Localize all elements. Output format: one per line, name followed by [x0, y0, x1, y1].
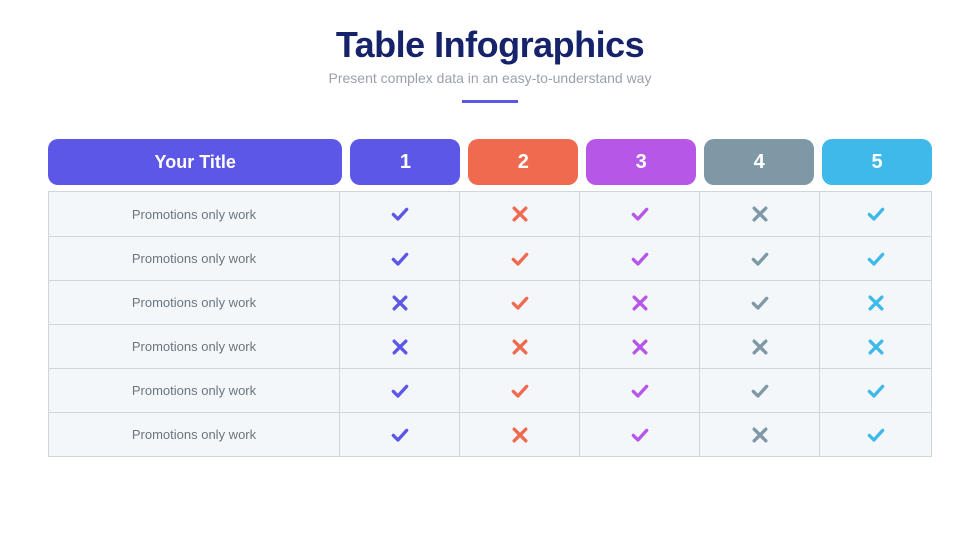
check-icon [510, 249, 530, 269]
cross-icon [866, 337, 886, 357]
row-label: Promotions only work [49, 192, 339, 236]
check-icon [866, 204, 886, 224]
table-cell [339, 192, 459, 236]
table-header-col-3: 3 [586, 139, 696, 185]
table-cell [699, 413, 819, 456]
table-header-col-2: 2 [468, 139, 578, 185]
check-icon [750, 293, 770, 313]
cross-icon [510, 337, 530, 357]
table-cell [579, 237, 699, 280]
page-title: Table Infographics [48, 24, 932, 66]
check-icon [510, 381, 530, 401]
cross-icon [510, 204, 530, 224]
cross-icon [750, 204, 770, 224]
row-label: Promotions only work [49, 413, 339, 456]
cross-icon [390, 293, 410, 313]
table-row: Promotions only work [49, 324, 931, 368]
check-icon [866, 425, 886, 445]
check-icon [866, 249, 886, 269]
table-cell [819, 192, 931, 236]
check-icon [390, 249, 410, 269]
table-cell [579, 192, 699, 236]
check-icon [750, 249, 770, 269]
table-cell [819, 281, 931, 324]
check-icon [390, 425, 410, 445]
table-cell [579, 369, 699, 412]
check-icon [390, 204, 410, 224]
table-cell [699, 192, 819, 236]
check-icon [630, 381, 650, 401]
table-cell [699, 237, 819, 280]
table-cell [819, 325, 931, 368]
table-cell [339, 369, 459, 412]
cross-icon [630, 337, 650, 357]
table-cell [459, 325, 579, 368]
check-icon [750, 381, 770, 401]
table-row: Promotions only work [49, 280, 931, 324]
table-cell [339, 413, 459, 456]
slide-container: Table Infographics Present complex data … [0, 0, 980, 457]
row-label: Promotions only work [49, 281, 339, 324]
check-icon [630, 204, 650, 224]
row-label: Promotions only work [49, 237, 339, 280]
check-icon [630, 249, 650, 269]
table-cell [459, 281, 579, 324]
table-row: Promotions only work [49, 192, 931, 236]
row-label: Promotions only work [49, 325, 339, 368]
check-icon [510, 293, 530, 313]
table-cell [339, 325, 459, 368]
cross-icon [866, 293, 886, 313]
table-header-col-4: 4 [704, 139, 814, 185]
table-cell [459, 192, 579, 236]
comparison-table: Your Title12345 Promotions only workProm… [48, 139, 932, 457]
check-icon [630, 425, 650, 445]
table-cell [459, 369, 579, 412]
cross-icon [510, 425, 530, 445]
table-header-col-1: 1 [350, 139, 460, 185]
table-header-row: Your Title12345 [48, 139, 932, 185]
row-label: Promotions only work [49, 369, 339, 412]
cross-icon [750, 425, 770, 445]
table-cell [819, 369, 931, 412]
cross-icon [630, 293, 650, 313]
table-row: Promotions only work [49, 236, 931, 280]
table-cell [579, 413, 699, 456]
check-icon [390, 381, 410, 401]
title-underline [462, 100, 518, 103]
table-cell [819, 237, 931, 280]
table-cell [579, 325, 699, 368]
table-cell [699, 325, 819, 368]
table-cell [819, 413, 931, 456]
page-subtitle: Present complex data in an easy-to-under… [48, 70, 932, 86]
cross-icon [390, 337, 410, 357]
table-cell [459, 237, 579, 280]
table-cell [339, 281, 459, 324]
table-cell [339, 237, 459, 280]
table-body: Promotions only workPromotions only work… [48, 191, 932, 457]
table-cell [579, 281, 699, 324]
table-header-title: Your Title [48, 139, 342, 185]
table-cell [699, 369, 819, 412]
table-row: Promotions only work [49, 412, 931, 456]
check-icon [866, 381, 886, 401]
table-cell [699, 281, 819, 324]
cross-icon [750, 337, 770, 357]
table-cell [459, 413, 579, 456]
table-row: Promotions only work [49, 368, 931, 412]
table-header-col-5: 5 [822, 139, 932, 185]
